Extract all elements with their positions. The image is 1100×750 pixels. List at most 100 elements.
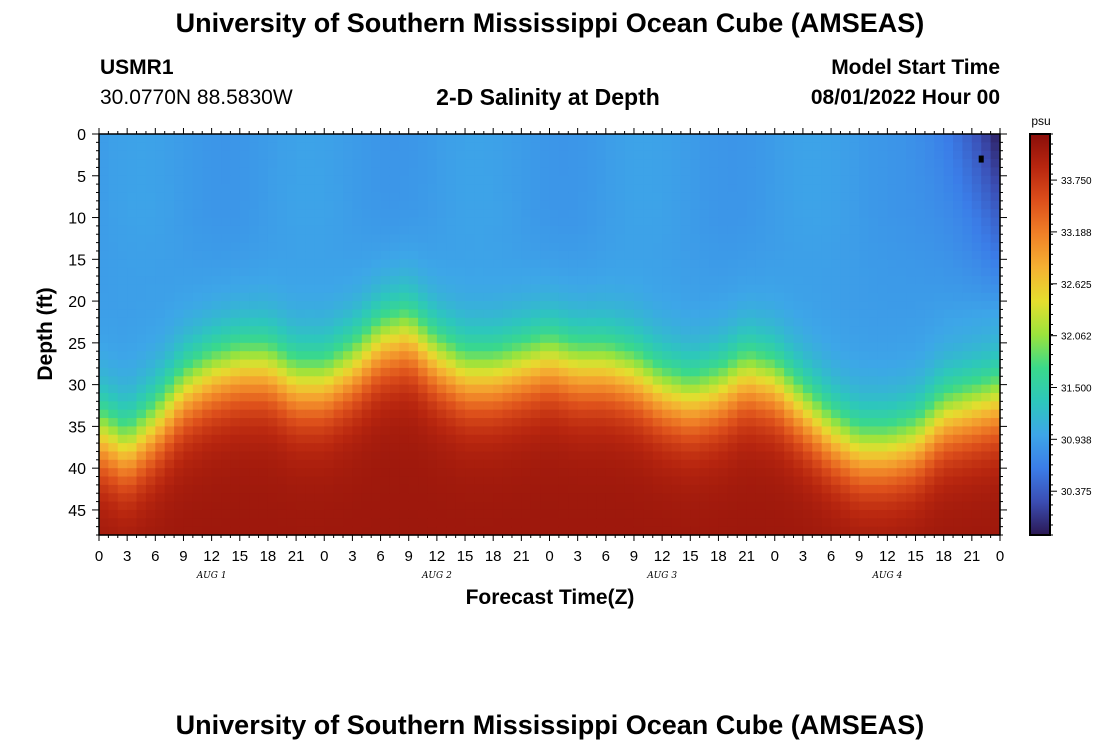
heatmap-cell [352, 351, 363, 361]
heatmap-cell [906, 267, 917, 277]
heatmap-cell [662, 459, 673, 469]
heatmap-cell [371, 317, 382, 327]
heatmap-cell [662, 317, 673, 327]
heatmap-cell [587, 409, 598, 419]
heatmap-cell [793, 334, 804, 344]
heatmap-cell [267, 342, 278, 352]
heatmap-cell [117, 209, 128, 219]
heatmap-cell [971, 351, 982, 361]
heatmap-cell [502, 292, 513, 302]
heatmap-cell [155, 342, 166, 352]
heatmap-cell [540, 267, 551, 277]
heatmap-cell [530, 468, 541, 478]
heatmap-cell [877, 509, 888, 519]
heatmap-cell [896, 409, 907, 419]
heatmap-cell [558, 392, 569, 402]
heatmap-cell [371, 526, 382, 536]
heatmap-cell [615, 418, 626, 427]
heatmap-cell [896, 434, 907, 444]
heatmap-cell [812, 142, 823, 152]
heatmap-cell [924, 175, 935, 185]
heatmap-cell [314, 434, 325, 444]
heatmap-cell [680, 367, 691, 377]
heatmap-cell [371, 259, 382, 269]
heatmap-cell [981, 309, 992, 319]
heatmap-cell [324, 351, 335, 361]
heatmap-cell [821, 309, 832, 319]
heatmap-cell [774, 443, 785, 453]
heatmap-cell [108, 234, 119, 244]
heatmap-cell [680, 225, 691, 235]
heatmap-cell [615, 484, 626, 494]
heatmap-cell [755, 342, 766, 352]
heatmap-cell [615, 401, 626, 411]
heatmap-cell [371, 150, 382, 160]
heatmap-cell [831, 184, 842, 194]
heatmap-cell [258, 484, 269, 494]
heatmap-cell [221, 301, 231, 311]
heatmap-cell [662, 401, 673, 411]
heatmap-cell [511, 501, 522, 511]
heatmap-cell [108, 134, 119, 143]
heatmap-cell [267, 309, 278, 319]
heatmap-cell [652, 392, 663, 402]
heatmap-cell [605, 225, 616, 235]
heatmap-cell [371, 217, 382, 227]
heatmap-cell [765, 509, 776, 519]
heatmap-cell [277, 234, 288, 244]
heatmap-cell [587, 501, 598, 511]
heatmap-cell [981, 242, 992, 252]
heatmap-cell [953, 434, 964, 444]
heatmap-cell [230, 284, 241, 294]
heatmap-cell [455, 142, 466, 152]
heatmap-cell [962, 167, 973, 177]
heatmap-cell [230, 468, 241, 478]
heatmap-cell [408, 493, 419, 503]
heatmap-cell [540, 234, 551, 244]
heatmap-cell [530, 184, 541, 194]
heatmap-cell [859, 134, 870, 143]
heatmap-cell [127, 418, 138, 427]
heatmap-cell [821, 351, 832, 361]
heatmap-cell [427, 276, 438, 285]
heatmap-cell [493, 476, 504, 486]
heatmap-cell [793, 309, 804, 319]
heatmap-cell [568, 267, 579, 277]
heatmap-cell [267, 493, 278, 503]
heatmap-cell [549, 468, 560, 478]
heatmap-cell [821, 484, 832, 494]
heatmap-cell [746, 276, 757, 285]
heatmap-cell [662, 301, 673, 311]
heatmap-cell [343, 451, 354, 461]
heatmap-cell [943, 367, 954, 377]
heatmap-cell [446, 134, 457, 143]
heatmap-cell [859, 317, 870, 327]
heatmap-cell [418, 459, 429, 469]
heatmap-cell [915, 284, 926, 294]
heatmap-cell [127, 301, 138, 311]
heatmap-cell [953, 459, 964, 469]
heatmap-cell [333, 493, 344, 503]
heatmap-cell [624, 225, 635, 235]
heatmap-cell [511, 184, 522, 194]
heatmap-cell [192, 426, 203, 436]
heatmap-cell [521, 334, 532, 344]
heatmap-cell [296, 351, 307, 361]
heatmap-cell [221, 359, 231, 369]
heatmap-cell [662, 443, 673, 453]
heatmap-cell [709, 284, 720, 294]
heatmap-cell [755, 359, 766, 369]
heatmap-cell [530, 409, 541, 419]
heatmap-cell [643, 217, 654, 227]
heatmap-cell [943, 392, 954, 402]
heatmap-cell [408, 142, 419, 152]
heatmap-cell [587, 359, 598, 369]
heatmap-cell [802, 175, 813, 185]
heatmap-cell [774, 418, 785, 427]
heatmap-cell [558, 451, 569, 461]
heatmap-cell [615, 159, 626, 169]
heatmap-cell [643, 401, 654, 411]
heatmap-cell [474, 443, 485, 453]
heatmap-cell [277, 192, 288, 202]
heatmap-cell [652, 326, 663, 336]
